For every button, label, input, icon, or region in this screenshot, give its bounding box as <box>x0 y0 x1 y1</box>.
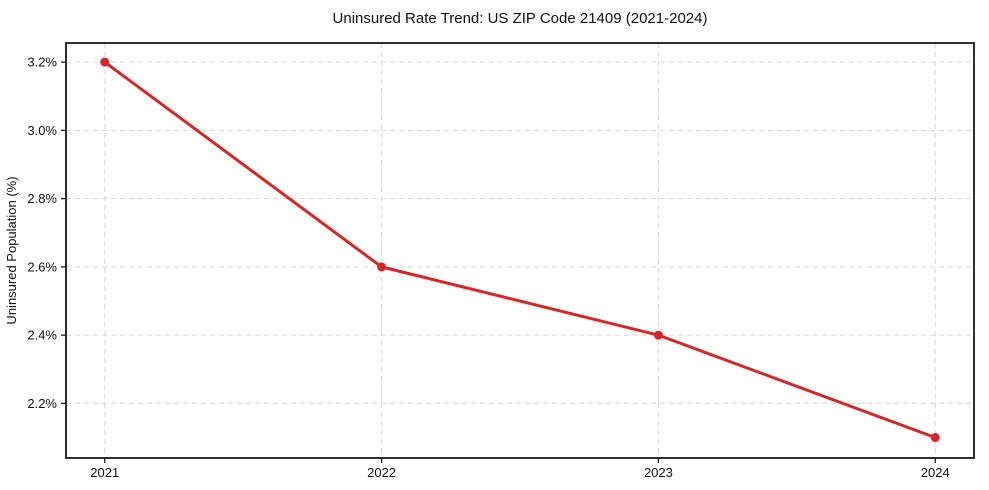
y-tick-label: 2.2% <box>27 396 57 411</box>
x-tick-label: 2023 <box>644 465 673 480</box>
data-point-marker <box>377 262 387 272</box>
y-tick-label: 3.2% <box>27 55 57 70</box>
x-tick-label: 2021 <box>90 465 119 480</box>
trend-line <box>103 60 937 440</box>
y-axis-label: Uninsured Population (%) <box>4 176 19 324</box>
y-tick-label: 2.6% <box>27 259 57 274</box>
y-tick-label: 2.4% <box>27 328 57 343</box>
y-tick-label: 3.0% <box>27 123 57 138</box>
grid-layer <box>66 43 974 458</box>
data-point-marker <box>653 330 663 340</box>
chart-title: Uninsured Rate Trend: US ZIP Code 21409 … <box>333 10 708 27</box>
data-series-layer <box>100 57 940 443</box>
x-tick-label: 2024 <box>921 465 950 480</box>
data-point-marker <box>930 433 940 443</box>
x-tick-label: 2022 <box>367 465 396 480</box>
y-tick-label: 2.8% <box>27 191 57 206</box>
data-point-marker <box>100 57 110 67</box>
plot-border <box>65 42 975 459</box>
